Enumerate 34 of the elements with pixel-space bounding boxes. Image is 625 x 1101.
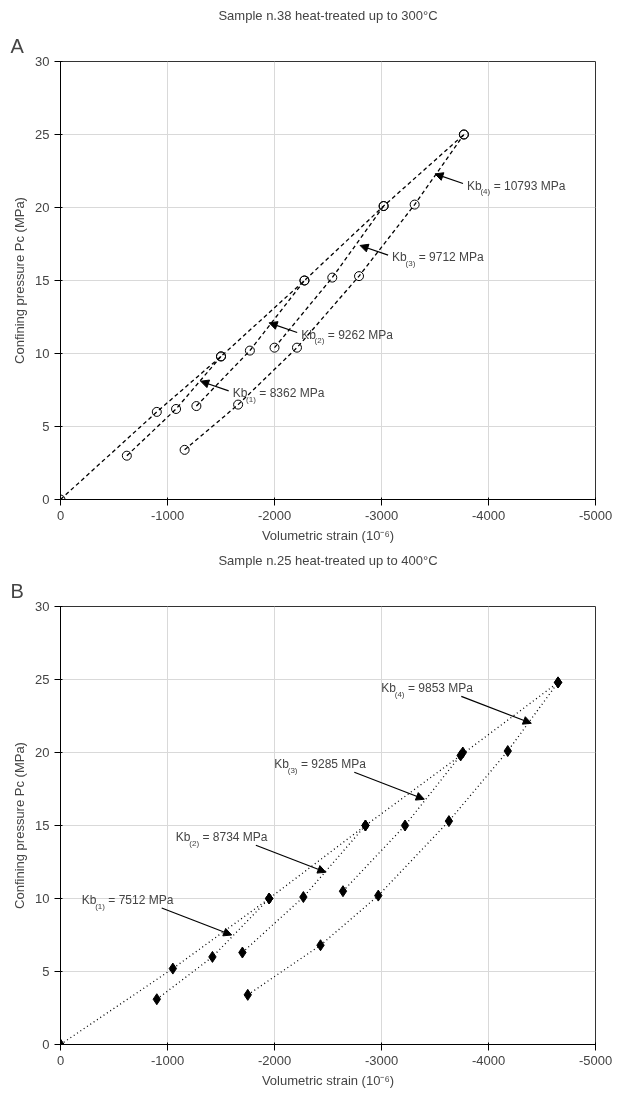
x-tick-label: 0: [56, 1052, 65, 1068]
y-axis-title: Confining pressure Pc (MPa): [12, 197, 28, 364]
y-tick-label: 20: [35, 200, 50, 215]
x-tick-label: -3000: [364, 507, 399, 523]
x-tick-label: -1000: [150, 1052, 185, 1068]
x-tick-label: -4000: [471, 1052, 506, 1068]
chart-title: Sample n.38 heat-treated up to 300°C: [218, 7, 438, 23]
y-axis-title: Confining pressure Pc (MPa): [12, 742, 28, 909]
y-tick-label: 25: [35, 127, 50, 142]
y-tick-label: 20: [35, 745, 50, 760]
text: A: [10, 34, 25, 57]
x-tick-label: -4000: [471, 507, 506, 523]
y-tick-label: 5: [42, 419, 50, 434]
x-tick-label: -5000: [578, 507, 613, 523]
x-axis-title: Volumetric strain (10⁻⁶): [261, 527, 395, 543]
x-tick-label: -2000: [257, 507, 292, 523]
x-tick-label: -2000: [257, 1052, 292, 1068]
x-tick-label: -5000: [578, 1052, 613, 1068]
y-tick-label: 10: [35, 891, 50, 906]
x-tick-label: 0: [56, 507, 65, 523]
chart-title: Sample n.25 heat-treated up to 400°C: [218, 552, 438, 568]
y-tick-label: 0: [42, 492, 50, 507]
text: B: [10, 579, 24, 602]
y-tick-label: 15: [35, 818, 50, 833]
x-axis-title: Volumetric strain (10⁻⁶): [261, 1072, 395, 1088]
y-tick-label: 25: [35, 672, 50, 687]
x-tick-label: -3000: [364, 1052, 399, 1068]
y-tick-label: 0: [42, 1037, 50, 1052]
y-tick-label: 5: [42, 964, 50, 979]
y-tick-label: 30: [35, 599, 50, 614]
x-tick-label: -1000: [150, 507, 185, 523]
y-tick-label: 10: [35, 346, 50, 361]
y-tick-label: 15: [35, 273, 50, 288]
y-tick-label: 30: [35, 54, 50, 69]
